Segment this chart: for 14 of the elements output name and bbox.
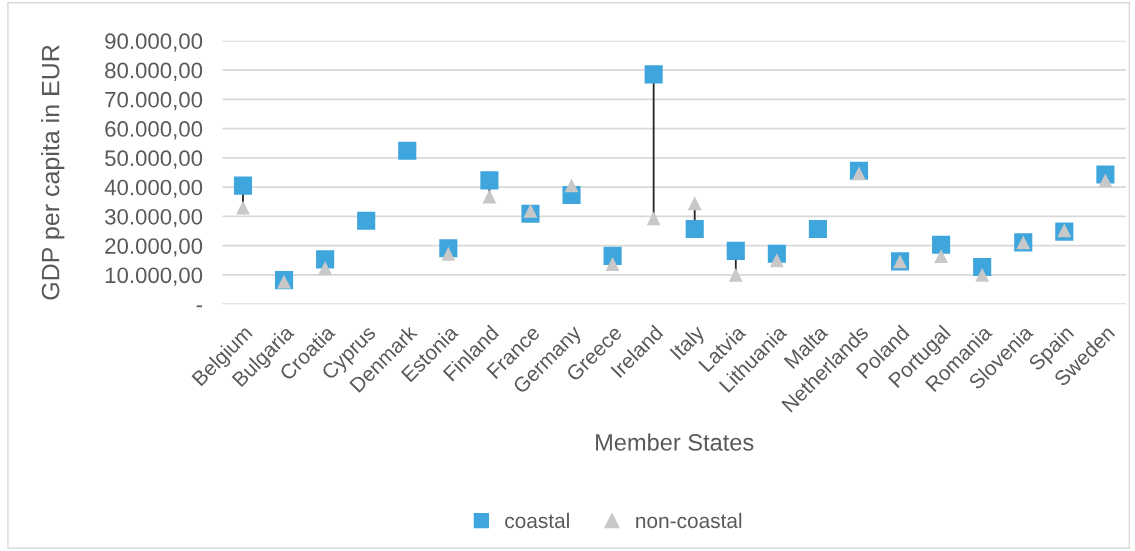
- y-tick-label: 40.000,00: [104, 179, 203, 198]
- y-tick-label: 70.000,00: [105, 91, 203, 111]
- y-tick-label: 10.000,00: [105, 267, 203, 286]
- legend-label: non-coastal: [636, 512, 742, 529]
- y-tick-label: -: [196, 305, 203, 308]
- y-tick-label: 20.000,00: [105, 238, 203, 257]
- y-tick-label: 60.000,00: [105, 121, 203, 140]
- y-tick-label: 50.000,00: [105, 150, 203, 169]
- x-axis-title: Member States: [596, 433, 754, 451]
- y-tick-label: 80.000,00: [105, 62, 203, 81]
- y-axis-title: GDP per capita in EUR: [41, 45, 65, 300]
- y-tick-label: 90.000,00: [105, 33, 203, 52]
- legend-label: coastal: [505, 512, 569, 529]
- y-tick-label: 30.000,00: [105, 208, 203, 228]
